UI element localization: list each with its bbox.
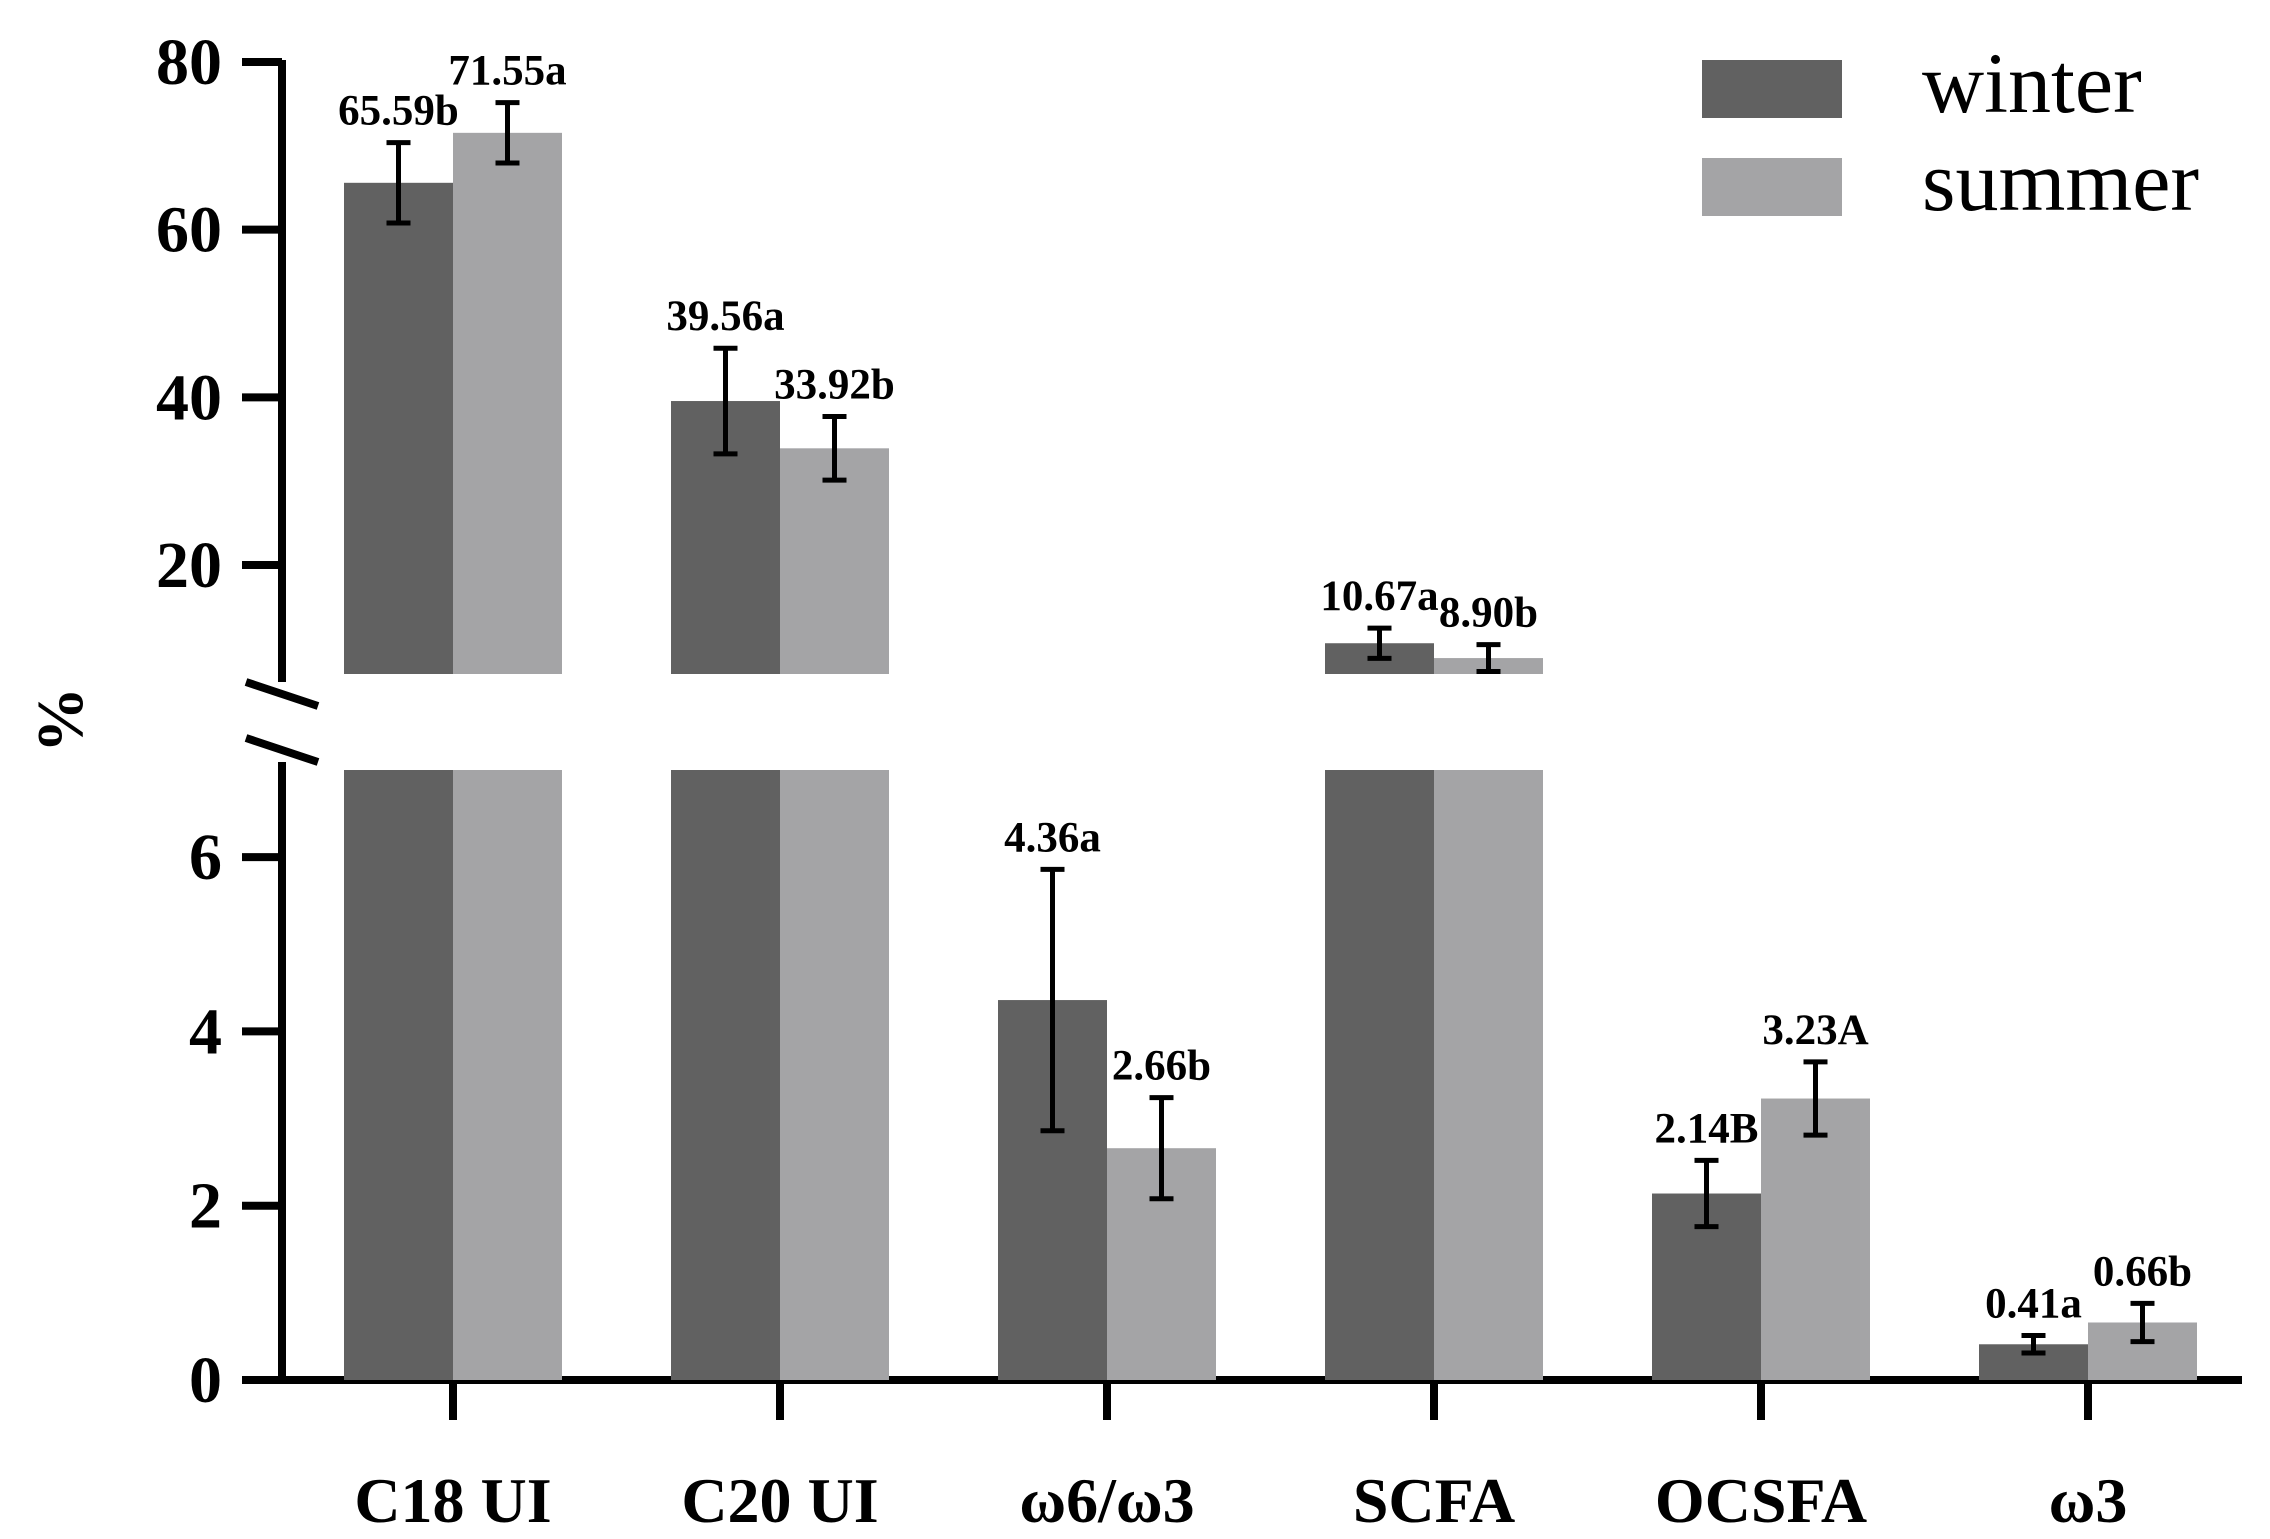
data-label: 71.55a bbox=[448, 48, 566, 95]
bar-winter-upper bbox=[344, 182, 453, 674]
bars bbox=[344, 100, 2197, 1380]
data-label: 65.59b bbox=[338, 88, 459, 135]
data-label: 2.66b bbox=[1112, 1043, 1211, 1090]
x-tick-label: OCSFA bbox=[1655, 1465, 1867, 1536]
data-label: 8.90b bbox=[1439, 590, 1538, 637]
data-label: 10.67a bbox=[1320, 573, 1438, 620]
bar-summer-lower bbox=[453, 770, 562, 1380]
y-tick-label: 4 bbox=[189, 995, 222, 1068]
axis-break-mark bbox=[244, 678, 320, 710]
y-tick-label: 80 bbox=[156, 26, 222, 99]
x-tick-label: SCFA bbox=[1353, 1465, 1515, 1536]
x-tick-label: ω6/ω3 bbox=[1019, 1465, 1194, 1536]
bar-summer-upper bbox=[780, 448, 889, 674]
data-labels: 65.59b 39.56a 4.36a 10.67a 2.14B 0.41a 71.55a 3… bbox=[338, 48, 2192, 1328]
x-tick-label: ω3 bbox=[2049, 1465, 2128, 1536]
data-label: 2.14B bbox=[1655, 1105, 1759, 1152]
legend-swatch-summer bbox=[1702, 158, 1842, 216]
bar-summer bbox=[1761, 1098, 1870, 1380]
axes: 0 2 4 6 20 40 60 80% C18 UI C20 UI ω6/ω3 SCFA OCSFA ω… bbox=[24, 26, 2242, 1536]
bar-winter-lower bbox=[344, 770, 453, 1380]
data-label: 4.36a bbox=[1004, 814, 1101, 861]
bar-summer-lower bbox=[1434, 770, 1543, 1380]
data-label: 39.56a bbox=[666, 293, 784, 340]
data-label: 0.41a bbox=[1985, 1281, 2082, 1328]
legend-label-summer: summer bbox=[1922, 133, 2199, 229]
y-tick-label: 60 bbox=[156, 194, 222, 267]
x-tick-label: C20 UI bbox=[681, 1465, 878, 1536]
data-label: 33.92b bbox=[774, 361, 895, 408]
bar-winter-lower bbox=[1325, 770, 1434, 1380]
y-tick-label: 40 bbox=[156, 361, 222, 434]
data-label: 0.66b bbox=[2093, 1248, 2192, 1295]
bar-summer-upper bbox=[453, 132, 562, 675]
legend-label-winter: winter bbox=[1922, 35, 2142, 131]
y-tick-label: 6 bbox=[189, 821, 222, 894]
y-tick-label: 0 bbox=[189, 1344, 222, 1417]
y-tick-label: 20 bbox=[156, 529, 222, 602]
bar-summer-lower bbox=[780, 770, 889, 1380]
axis-break-mark bbox=[244, 734, 320, 766]
legend-swatch-winter bbox=[1702, 60, 1842, 118]
x-tick-label: C18 UI bbox=[354, 1465, 551, 1536]
y-tick-label: 2 bbox=[189, 1170, 222, 1243]
y-axis-label: % bbox=[24, 687, 97, 753]
bar-winter-lower bbox=[671, 770, 780, 1380]
data-label: 3.23A bbox=[1762, 1007, 1868, 1054]
